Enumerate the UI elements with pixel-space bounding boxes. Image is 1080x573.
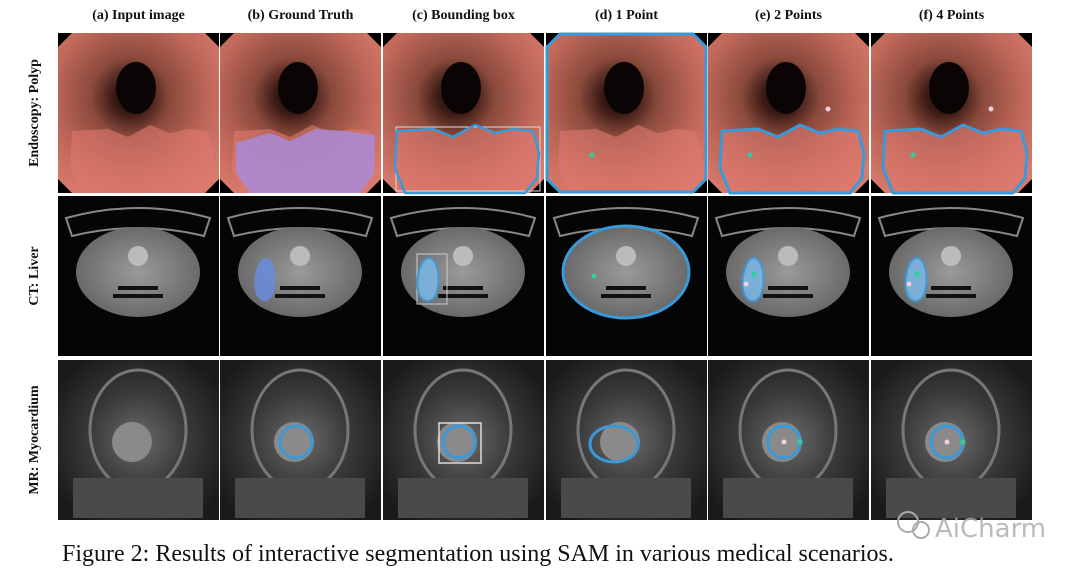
ground-truth-ring [278, 424, 314, 460]
image-cell [546, 360, 707, 520]
watermark: AiCharm [935, 514, 1046, 544]
bowel [438, 286, 488, 298]
image-cell [871, 33, 1032, 195]
polyp-area [70, 125, 214, 193]
prompt-point [910, 152, 916, 158]
image-cell [383, 33, 544, 195]
polyp-area [558, 125, 702, 193]
prompt-point [914, 271, 920, 277]
image-cell [708, 196, 869, 356]
bowel [601, 286, 651, 298]
segmentation-mask [416, 256, 440, 303]
prompt-point [988, 106, 994, 112]
image-cell [58, 360, 219, 520]
lumen [929, 62, 969, 114]
spine [290, 246, 310, 266]
prompt-point [960, 439, 966, 445]
prompt-point [589, 152, 595, 158]
scanner-table [226, 207, 374, 238]
segmentation-outline [881, 123, 1029, 195]
bowel [763, 286, 813, 298]
image-cell [546, 196, 707, 356]
watermark-logo [897, 511, 930, 539]
lumen [604, 62, 644, 114]
body [76, 227, 200, 317]
image-cell [708, 33, 869, 195]
prompt-point [747, 152, 753, 158]
column-header: (b) Ground Truth [248, 8, 354, 23]
spine [616, 246, 636, 266]
row-label: Endoscopy: Polyp [27, 59, 42, 167]
ground-truth-mask [236, 129, 375, 193]
prompt-point [906, 281, 912, 287]
abdomen [398, 478, 528, 518]
segmentation-mask [904, 256, 928, 303]
segmentation-outline [441, 424, 477, 460]
scanner-table [552, 207, 700, 238]
image-cell [871, 360, 1032, 520]
ground-truth-mask [254, 257, 276, 302]
column-header: (d) 1 Point [595, 8, 658, 23]
polyp-area [720, 125, 864, 193]
image-cell [708, 360, 869, 520]
image-cell [220, 33, 381, 193]
abdomen [73, 478, 203, 518]
segmentation-outline [545, 32, 708, 194]
image-cell [383, 196, 544, 356]
scanner-table [389, 207, 537, 238]
column-header: (c) Bounding box [412, 8, 515, 23]
lumen [116, 62, 156, 114]
column-header: (e) 2 Points [755, 8, 822, 23]
caption: Figure 2: Results of interactive segment… [62, 541, 894, 567]
column-header: (f) 4 Points [919, 8, 985, 23]
lumen [278, 62, 318, 114]
spine [128, 246, 148, 266]
image-cell [220, 360, 381, 520]
bowel [275, 286, 325, 298]
image-cell [383, 360, 544, 520]
segmentation-outline [393, 123, 541, 195]
prompt-point [743, 281, 749, 287]
abdomen [561, 478, 691, 518]
body [564, 227, 688, 317]
spine [453, 246, 473, 266]
prompt-point [797, 439, 803, 445]
row-label: MR: Myocardium [27, 385, 42, 495]
segmentation-mask [741, 256, 765, 303]
prompt-point [944, 439, 950, 445]
bowel [926, 286, 976, 298]
prompt-point [751, 271, 757, 277]
segmentation-outline [718, 123, 866, 195]
spine [941, 246, 961, 266]
image-cell [871, 196, 1032, 356]
prompt-point [781, 439, 787, 445]
abdomen [235, 478, 365, 518]
image-cell [58, 196, 219, 356]
segmentation-outline [588, 424, 640, 464]
scanner-table [714, 207, 862, 238]
heart [112, 422, 152, 462]
image-cell [58, 33, 219, 193]
scanner-table [877, 207, 1025, 238]
column-header: (a) Input image [92, 8, 185, 23]
row-label: CT: Liver [27, 246, 42, 305]
scanner-table [64, 207, 212, 238]
prompt-point [591, 273, 597, 279]
abdomen [723, 478, 853, 518]
bounding-box [438, 422, 482, 464]
segmentation-outline [561, 224, 691, 320]
prompt-point [825, 106, 831, 112]
lumen [766, 62, 806, 114]
spine [778, 246, 798, 266]
lumen [441, 62, 481, 114]
image-cell [545, 32, 708, 194]
polyp-area [883, 125, 1027, 193]
image-cell [220, 196, 381, 356]
bowel [113, 286, 163, 298]
polyp-area [395, 125, 539, 193]
